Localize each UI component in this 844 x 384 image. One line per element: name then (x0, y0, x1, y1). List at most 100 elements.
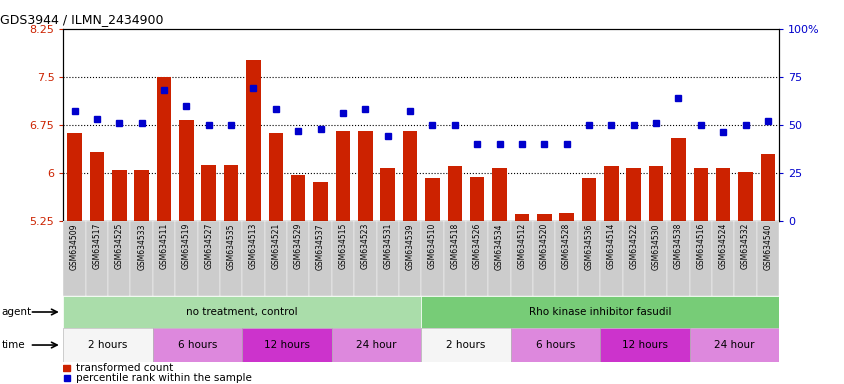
Text: GSM634524: GSM634524 (718, 223, 727, 270)
Text: transformed count: transformed count (75, 363, 173, 373)
Bar (733, 221, 756, 296)
Bar (134, 170, 149, 221)
Bar (313, 182, 327, 221)
Bar (63, 365, 70, 371)
Text: GSM634522: GSM634522 (629, 223, 637, 269)
Bar (108, 221, 130, 296)
Bar (711, 221, 733, 296)
Bar (581, 178, 596, 221)
Bar (421, 221, 443, 296)
Bar (599, 328, 689, 362)
Bar (85, 221, 108, 296)
Text: GSM634521: GSM634521 (271, 223, 280, 269)
Bar (465, 221, 488, 296)
Bar (577, 221, 599, 296)
Text: agent: agent (2, 307, 32, 317)
Bar (648, 166, 663, 221)
Bar (354, 221, 376, 296)
Bar (559, 213, 573, 221)
Text: GSM634520: GSM634520 (539, 223, 548, 270)
Bar (536, 214, 551, 221)
Text: GSM634539: GSM634539 (405, 223, 414, 270)
Bar (488, 221, 510, 296)
Text: GSM634525: GSM634525 (115, 223, 123, 270)
Text: GSM634535: GSM634535 (226, 223, 235, 270)
Text: 12 hours: 12 hours (621, 340, 667, 350)
Bar (398, 221, 421, 296)
Bar (510, 328, 599, 362)
Bar (443, 221, 465, 296)
Bar (599, 221, 622, 296)
Bar (644, 221, 667, 296)
Bar (335, 131, 349, 221)
Text: 6 hours: 6 hours (535, 340, 575, 350)
Bar (332, 221, 354, 296)
Bar (246, 60, 261, 221)
Text: 24 hour: 24 hour (713, 340, 754, 350)
Text: 24 hour: 24 hour (356, 340, 397, 350)
Text: GSM634530: GSM634530 (651, 223, 660, 270)
Bar (358, 131, 372, 221)
Text: GSM634518: GSM634518 (450, 223, 459, 269)
Bar (447, 166, 462, 221)
Bar (469, 177, 484, 221)
Bar (425, 178, 439, 221)
Text: GSM634528: GSM634528 (561, 223, 571, 269)
Bar (667, 221, 689, 296)
Bar (492, 168, 506, 221)
Bar (153, 328, 242, 362)
Bar (533, 221, 555, 296)
Bar (332, 328, 421, 362)
Bar (287, 221, 309, 296)
Text: GSM634540: GSM634540 (762, 223, 771, 270)
Text: GSM634534: GSM634534 (495, 223, 503, 270)
Text: GSM634523: GSM634523 (360, 223, 370, 270)
Text: GSM634519: GSM634519 (181, 223, 191, 270)
Bar (242, 221, 264, 296)
Bar (242, 328, 332, 362)
Bar (715, 168, 729, 221)
Bar (693, 168, 707, 221)
Bar (224, 165, 238, 221)
Text: GDS3944 / ILMN_2434900: GDS3944 / ILMN_2434900 (0, 13, 163, 26)
Bar (760, 154, 774, 221)
Bar (625, 168, 641, 221)
Text: GSM634515: GSM634515 (338, 223, 347, 270)
Text: GSM634532: GSM634532 (740, 223, 749, 270)
Bar (670, 137, 684, 221)
Text: Rho kinase inhibitor fasudil: Rho kinase inhibitor fasudil (528, 307, 671, 317)
Bar (555, 221, 577, 296)
Text: no treatment, control: no treatment, control (187, 307, 298, 317)
Bar (380, 168, 394, 221)
Bar (290, 175, 306, 221)
Text: GSM634514: GSM634514 (606, 223, 615, 270)
Text: GSM634512: GSM634512 (517, 223, 526, 269)
Bar (112, 170, 127, 221)
Text: GSM634516: GSM634516 (695, 223, 705, 270)
Bar (219, 221, 242, 296)
Bar (510, 221, 533, 296)
Text: GSM634536: GSM634536 (584, 223, 592, 270)
Bar (63, 296, 421, 328)
Text: GSM634531: GSM634531 (382, 223, 392, 270)
Text: time: time (2, 340, 25, 350)
Text: 2 hours: 2 hours (89, 340, 127, 350)
Text: GSM634538: GSM634538 (674, 223, 682, 270)
Bar (603, 166, 618, 221)
Bar (622, 221, 644, 296)
Bar (756, 221, 778, 296)
Text: GSM634511: GSM634511 (160, 223, 168, 269)
Bar (197, 221, 219, 296)
Bar (179, 120, 193, 221)
Bar (201, 165, 216, 221)
Bar (403, 131, 417, 221)
Bar (130, 221, 153, 296)
Bar (689, 328, 778, 362)
Bar (63, 221, 85, 296)
Bar (157, 78, 171, 221)
Text: GSM634513: GSM634513 (249, 223, 257, 270)
Text: GSM634527: GSM634527 (204, 223, 213, 270)
Bar (376, 221, 398, 296)
Bar (68, 133, 82, 221)
Text: GSM634537: GSM634537 (316, 223, 325, 270)
